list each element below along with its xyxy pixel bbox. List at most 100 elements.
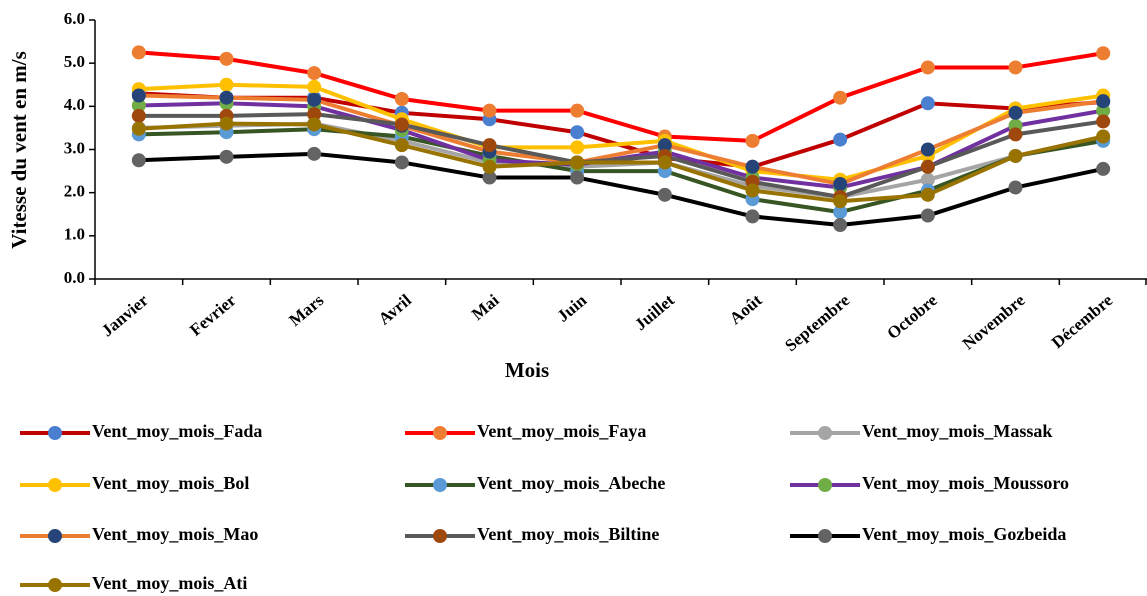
legend-marker — [433, 529, 447, 543]
x-tick-label: Janvier — [98, 290, 153, 340]
legend-marker — [818, 426, 832, 440]
series-marker — [219, 149, 234, 164]
series-marker — [394, 91, 409, 106]
x-tick-label: Avril — [375, 290, 415, 328]
series-line — [138, 93, 1104, 187]
legend-marker — [818, 478, 832, 492]
series-marker — [1096, 94, 1111, 109]
y-tick-label: 3.0 — [64, 138, 85, 157]
series-marker — [1008, 105, 1023, 120]
legend-label: Vent_moy_mois_Faya — [477, 421, 646, 441]
legend-marker — [48, 426, 62, 440]
series-marker — [570, 103, 585, 118]
series-marker — [657, 138, 672, 153]
series-marker — [219, 51, 234, 66]
legend-marker — [48, 529, 62, 543]
y-tick-label: 6.0 — [64, 9, 85, 28]
legend-label: Vent_moy_mois_Massak — [862, 421, 1052, 441]
series-marker — [131, 121, 146, 136]
series-marker — [745, 159, 760, 174]
series-marker — [920, 96, 935, 111]
series-marker — [920, 159, 935, 174]
series-marker — [1008, 148, 1023, 163]
series-line — [138, 127, 1104, 215]
series-marker — [219, 90, 234, 105]
series-marker — [570, 155, 585, 170]
series-marker — [1096, 46, 1111, 61]
series-marker — [657, 155, 672, 170]
series-marker — [833, 218, 848, 233]
legend-label: Vent_moy_mois_Mao — [92, 524, 258, 544]
series-line — [138, 151, 1104, 228]
legend-marker — [433, 426, 447, 440]
legend-marker — [48, 478, 62, 492]
series-marker — [1008, 60, 1023, 75]
series-marker — [219, 116, 234, 131]
series-marker — [833, 132, 848, 147]
series-marker — [482, 170, 497, 185]
series-marker — [833, 177, 848, 192]
series-marker — [657, 187, 672, 202]
series-marker — [745, 183, 760, 198]
series-marker — [1096, 161, 1111, 176]
series-marker — [745, 209, 760, 224]
legend-label: Vent_moy_mois_Gozbeida — [862, 524, 1066, 544]
series-marker — [920, 60, 935, 75]
series-marker — [1008, 127, 1023, 142]
series-marker — [307, 107, 322, 122]
series-marker — [745, 133, 760, 148]
series-marker — [307, 66, 322, 81]
series-marker — [307, 92, 322, 107]
legend-label: Vent_moy_mois_Moussoro — [862, 473, 1069, 493]
series-marker — [920, 142, 935, 157]
y-tick-label: 1.0 — [64, 225, 85, 244]
x-tick-label: Mars — [285, 290, 327, 330]
series-line — [138, 82, 1104, 182]
legend-label: Vent_moy_mois_Fada — [92, 421, 262, 441]
series-marker — [1096, 114, 1111, 129]
series-marker — [307, 79, 322, 94]
x-tick-label: Novembre — [959, 290, 1029, 353]
series-marker — [131, 153, 146, 168]
series-marker — [131, 108, 146, 123]
y-tick-label: 2.0 — [64, 182, 85, 201]
series-marker — [833, 90, 848, 105]
series-marker — [920, 208, 935, 223]
series-marker — [307, 146, 322, 161]
series-line — [138, 50, 1104, 143]
series-marker — [482, 138, 497, 153]
series-marker — [920, 172, 935, 187]
legend-label: Vent_moy_mois_Ati — [92, 573, 247, 593]
x-axis-title: Mois — [505, 358, 549, 382]
series-marker — [833, 205, 848, 220]
y-tick-label: 4.0 — [64, 95, 85, 114]
series-marker — [920, 187, 935, 202]
series-marker — [570, 170, 585, 185]
x-tick-label: Octobre — [883, 290, 941, 343]
legend-marker — [48, 578, 62, 592]
series-marker — [570, 140, 585, 155]
series-marker — [482, 103, 497, 118]
series-marker — [307, 117, 322, 132]
series-marker — [833, 194, 848, 209]
series-marker — [482, 159, 497, 174]
y-tick-label: 0.0 — [64, 268, 85, 287]
legend-label: Vent_moy_mois_Bol — [92, 473, 249, 493]
series-line — [138, 121, 1104, 204]
x-tick-label: Mai — [468, 290, 503, 324]
series-marker — [1096, 129, 1111, 144]
series-marker — [131, 98, 146, 113]
legend-marker — [818, 529, 832, 543]
series-marker — [394, 155, 409, 170]
legend-label: Vent_moy_mois_Biltine — [477, 524, 659, 544]
series-marker — [131, 88, 146, 103]
series-marker — [394, 138, 409, 153]
series-line — [138, 112, 1104, 199]
x-tick-label: Juin — [553, 290, 590, 326]
series-marker — [570, 125, 585, 140]
x-tick-label: Juillet — [631, 290, 678, 334]
y-axis-title: Vitesse du vent en m/s — [7, 51, 31, 249]
y-tick-label: 5.0 — [64, 52, 85, 71]
series-marker — [219, 77, 234, 92]
